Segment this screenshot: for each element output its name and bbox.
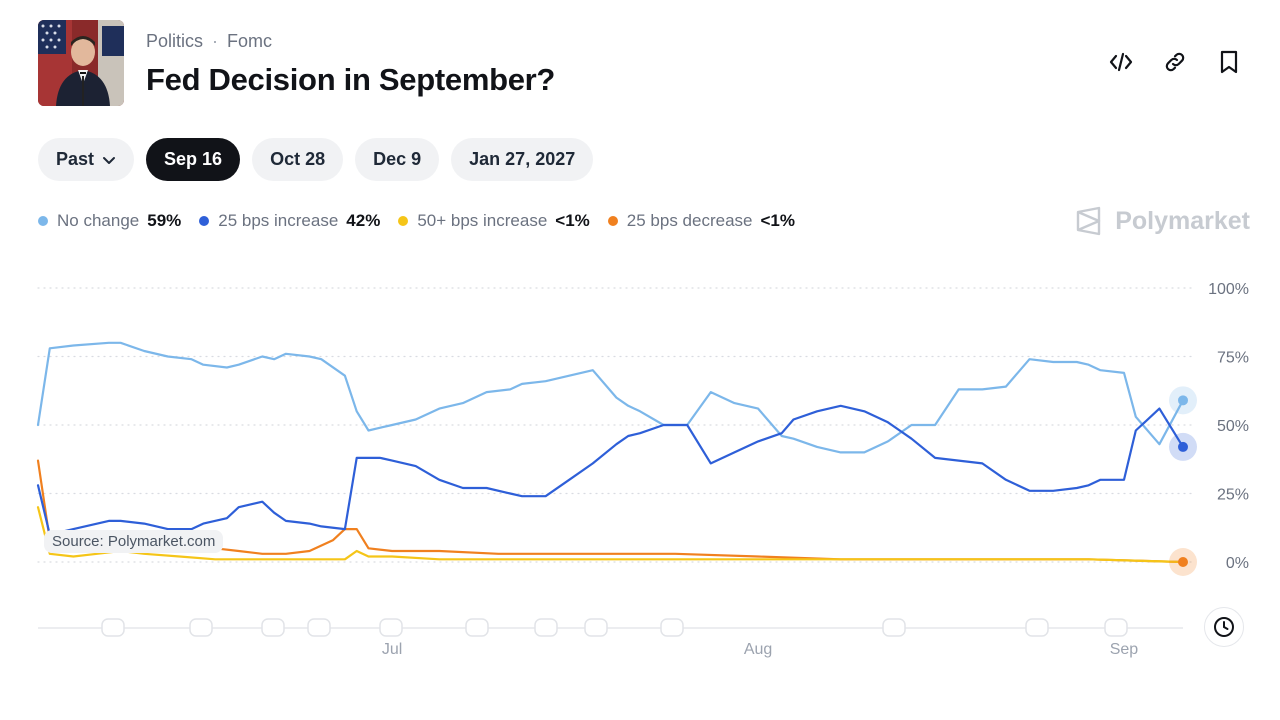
brand-name: Polymarket [1115, 206, 1250, 235]
timeline-axis [38, 618, 1183, 637]
y-tick-label: 50% [1217, 418, 1249, 435]
timeline-event-marker [261, 618, 285, 637]
polymarket-watermark: Polymarket [1075, 206, 1250, 236]
time-range-button[interactable] [1204, 607, 1244, 647]
series-line-25-bps-increase [36, 404, 1185, 536]
breadcrumb: Politics · Fomc [146, 31, 272, 52]
timeline-event-marker [465, 618, 489, 637]
tab-label: Jan 27, 2027 [469, 149, 576, 169]
x-axis: Jul Aug Sep [382, 641, 1138, 658]
chart-end-markers [1169, 386, 1197, 576]
y-tick-label: 25% [1217, 487, 1249, 504]
probability-chart: 100% 75% 50% 25% 0% Jul Aug Sep [36, 281, 1249, 658]
legend-name: No change [57, 211, 140, 230]
timeline-event-marker [882, 618, 906, 637]
legend-name: 25 bps decrease [626, 211, 753, 230]
timeline-event-marker [534, 618, 558, 637]
category-link[interactable]: Politics [146, 31, 204, 51]
tab-jan-27-2027[interactable]: Jan 27, 2027 [451, 138, 594, 181]
legend-item-25-bps-decrease[interactable]: 25 bps decrease <1% [607, 211, 795, 231]
timeline-event-marker [307, 618, 331, 637]
y-tick-label: 100% [1208, 281, 1249, 298]
legend-item-no-change[interactable]: No change 59% [38, 211, 181, 231]
y-tick-label: 75% [1217, 350, 1249, 367]
timeline-event-marker [660, 618, 684, 637]
x-tick-label: Aug [744, 641, 772, 658]
tab-label: Oct 28 [270, 149, 326, 169]
breadcrumb-separator: · [212, 31, 219, 51]
end-marker-dot [1178, 395, 1188, 406]
x-tick-label: Jul [382, 641, 402, 658]
legend-swatch [199, 216, 210, 226]
bookmark-icon [1220, 50, 1238, 74]
y-tick-label: 0% [1226, 555, 1249, 572]
tab-oct-28[interactable]: Oct 28 [252, 138, 344, 181]
legend-value: 59% [147, 211, 182, 230]
timeline-event-marker [1104, 618, 1128, 637]
tab-label: Sep 16 [164, 149, 223, 169]
legend-item-50-bps-increase[interactable]: 50+ bps increase <1% [398, 211, 590, 231]
bookmark-button[interactable] [1216, 47, 1242, 77]
timeline-event-marker [1025, 618, 1049, 637]
y-axis: 100% 75% 50% 25% 0% [1208, 281, 1249, 572]
legend-swatch [607, 216, 618, 226]
legend-name: 50+ bps increase [417, 211, 548, 230]
clock-icon [1214, 617, 1234, 637]
legend-value: <1% [555, 211, 590, 230]
timeline-event-marker [189, 618, 213, 637]
timeline-event-marker [379, 618, 403, 637]
embed-button[interactable] [1108, 47, 1134, 77]
link-icon [1165, 52, 1185, 72]
page-title: Fed Decision in September? [146, 62, 556, 97]
tab-past[interactable]: Past [38, 138, 135, 181]
chart-legend: No change 59% 25 bps increase 42% 50+ bp… [38, 211, 813, 231]
legend-swatch [398, 216, 409, 226]
timeline-event-marker [584, 618, 608, 637]
copy-link-button[interactable] [1162, 47, 1188, 77]
legend-name: 25 bps increase [218, 211, 339, 230]
series-line-no-change [36, 341, 1185, 454]
legend-swatch [38, 216, 48, 226]
legend-value: 42% [346, 211, 381, 230]
end-marker-dot [1178, 441, 1188, 452]
timeline-event-marker [101, 618, 125, 637]
source-label: Source: Polymarket.com [44, 530, 224, 553]
legend-item-25-bps-increase[interactable]: 25 bps increase 42% [199, 211, 380, 231]
header-actions [1108, 47, 1242, 77]
tab-label: Past [56, 149, 95, 169]
subcategory-link[interactable]: Fomc [227, 31, 273, 51]
market-thumbnail [38, 20, 124, 106]
embed-icon [1109, 52, 1133, 72]
polymarket-logo-icon [1077, 206, 1101, 236]
chevron-down-icon [102, 153, 116, 167]
end-marker-dot [1178, 557, 1188, 567]
tab-dec-9[interactable]: Dec 9 [355, 138, 440, 181]
date-tabs: Past Sep 16 Oct 28 Dec 9 Jan 27, 2027 [38, 138, 594, 181]
x-tick-label: Sep [1110, 641, 1139, 658]
tab-label: Dec 9 [373, 149, 422, 169]
tab-sep-16[interactable]: Sep 16 [146, 138, 241, 181]
chart-grid [37, 287, 1194, 563]
legend-value: <1% [760, 211, 795, 230]
